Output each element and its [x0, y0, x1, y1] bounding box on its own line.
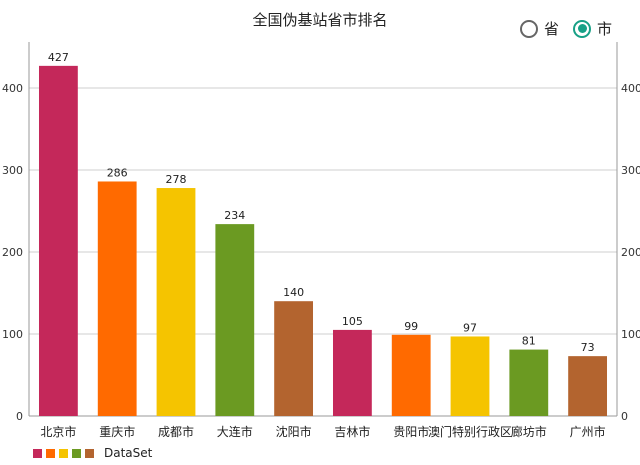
y-tick-label-right: 100	[621, 328, 640, 341]
bar	[274, 301, 314, 416]
y-tick-label-right: 300	[621, 164, 640, 177]
y-tick-label-right: 0	[621, 410, 628, 423]
bar-value-label: 99	[404, 320, 418, 333]
radio-city-label[interactable]: 市	[597, 20, 613, 38]
y-tick-label: 0	[16, 410, 23, 423]
radio-province[interactable]	[520, 19, 538, 38]
radio-city[interactable]	[573, 19, 592, 38]
bar	[215, 224, 255, 416]
x-tick-label: 沈阳市	[276, 424, 312, 439]
y-tick-label-right: 200	[621, 246, 640, 259]
bar	[509, 349, 549, 416]
x-tick-label: 北京市	[40, 424, 76, 439]
x-tick-label: 吉林市	[334, 424, 370, 439]
chart-legend: DataSet	[33, 446, 152, 460]
x-tick-label: 成都市	[158, 424, 194, 439]
province-city-toggle: 省 市	[520, 18, 626, 39]
x-tick-label: 大连市	[217, 424, 253, 439]
radio-province-label[interactable]: 省	[544, 20, 560, 38]
x-tick-label: 贵阳市	[393, 424, 429, 439]
radio-city-selected-dot	[577, 24, 587, 33]
legend-swatch	[33, 448, 42, 458]
bar-value-label: 286	[107, 166, 128, 179]
bar-value-label: 140	[283, 286, 304, 299]
y-tick-label: 300	[2, 164, 23, 177]
bar-value-label: 73	[581, 341, 595, 354]
y-tick-label: 100	[2, 328, 23, 341]
legend-swatch	[59, 448, 68, 458]
bar	[97, 181, 137, 416]
legend-label: DataSet	[104, 446, 153, 460]
bar	[38, 65, 78, 417]
bar	[156, 188, 196, 416]
y-tick-label: 400	[2, 82, 23, 95]
bar	[332, 329, 372, 416]
bar-value-label: 97	[463, 321, 477, 334]
bar-value-label: 278	[166, 173, 187, 186]
bar-value-label: 234	[224, 209, 245, 222]
x-tick-label: 广州市	[570, 424, 606, 439]
x-tick-label: 重庆市	[99, 424, 135, 439]
bar-value-label: 105	[342, 315, 363, 328]
y-tick-label: 200	[2, 246, 23, 259]
legend-swatch	[72, 448, 81, 458]
legend-swatch	[85, 448, 94, 458]
bar	[391, 334, 431, 416]
x-tick-label: 澳门特别行政区	[428, 424, 512, 439]
chart-title: 全国伪基站省市排名	[252, 11, 388, 29]
bar-value-label: 427	[48, 51, 69, 64]
y-tick-label-right: 400	[621, 82, 640, 95]
legend-swatch	[46, 448, 55, 458]
bar	[568, 356, 608, 416]
x-tick-label: 廊坊市	[511, 424, 547, 439]
bar-value-label: 81	[522, 335, 536, 348]
bar	[450, 336, 490, 416]
